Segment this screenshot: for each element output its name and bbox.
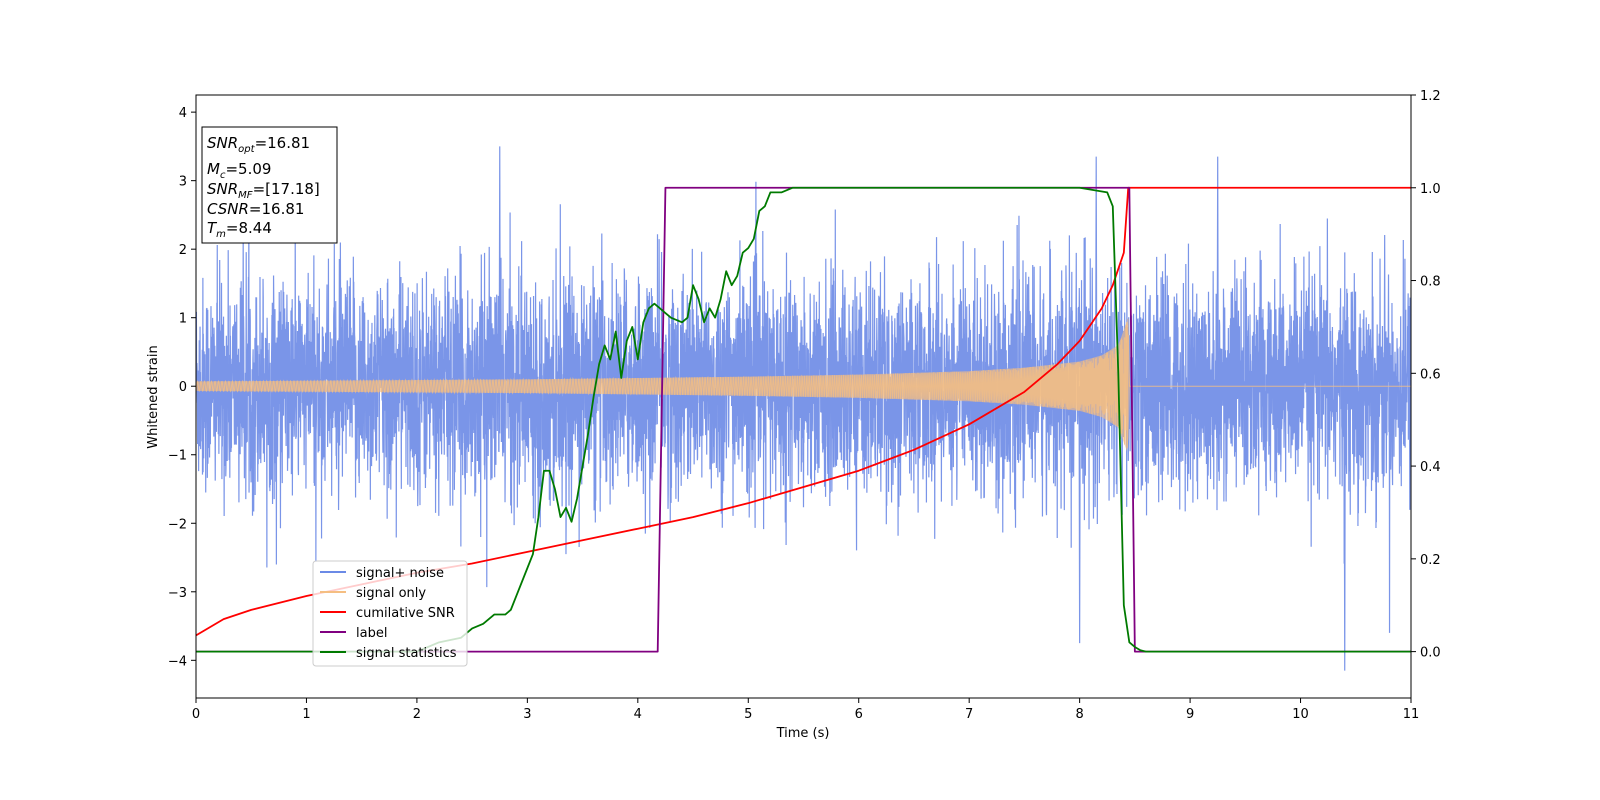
annotation-box: SNRopt=16.81 Mc=5.09 SNRMF=[17.18] CSNR=…: [201, 126, 338, 244]
x-tick-label: 10: [1292, 707, 1309, 722]
series-signal-noise: [196, 146, 1411, 671]
annotation-mc-sub: c: [220, 170, 226, 181]
annotation-tm: Tm=8.44: [207, 219, 272, 240]
y-left-tick-label: 1: [179, 312, 187, 327]
legend-label-cumulative-snr: cumilative SNR: [356, 606, 455, 621]
y-left-tick-label: 2: [179, 243, 187, 258]
y-left-tick-label: 3: [179, 175, 187, 190]
y-right-tick-label: 0.8: [1420, 275, 1441, 290]
y-axis-right: 0.0 0.2 0.4 0.6 0.8 1.0 1.2: [1411, 89, 1441, 661]
x-tick-label: 1: [302, 707, 310, 722]
legend-label-signal-noise: signal+ noise: [356, 566, 444, 581]
annotation-snr-opt-sub: opt: [238, 144, 255, 155]
x-tick-label: 5: [744, 707, 752, 722]
x-tick-label: 11: [1403, 707, 1420, 722]
x-axis-label: Time (s): [776, 726, 830, 741]
series-signal-statistics: [196, 186, 1411, 653]
y-right-tick-label: 0.4: [1420, 460, 1441, 475]
annotation-csnr-base: CSNR: [207, 200, 249, 218]
annotation-mc: Mc=5.09: [207, 160, 271, 181]
annotation-snr-mf-sub: MF: [238, 190, 253, 201]
annotation-snr-opt-base: SNR: [207, 134, 238, 152]
legend: signal+ noise signal only cumilative SNR…: [312, 560, 468, 667]
y-left-tick-label: −3: [168, 586, 187, 601]
x-tick-label: 8: [1075, 707, 1083, 722]
annotation-snr-mf: SNRMF=[17.18]: [207, 180, 320, 201]
y-right-tick-label: 0.0: [1420, 646, 1441, 661]
annotation-tm-value: =8.44: [226, 219, 272, 237]
series-signal-only: [196, 318, 1411, 448]
annotation-csnr: CSNR=16.81: [207, 200, 304, 218]
y-right-tick-label: 1.0: [1420, 182, 1441, 197]
y-right-tick-label: 0.2: [1420, 553, 1441, 568]
annotation-mc-value: =5.09: [225, 160, 271, 178]
axes-frame: [195, 94, 1412, 699]
y-left-tick-label: −4: [168, 654, 187, 669]
y-axis-label: Whitened strain: [146, 345, 161, 448]
annotation-mc-base: M: [207, 160, 220, 178]
annotation-tm-base: T: [207, 219, 218, 237]
y-right-tick-label: 0.6: [1420, 367, 1441, 382]
legend-label-label: label: [356, 626, 387, 641]
y-left-tick-label: −2: [168, 517, 187, 532]
annotation-csnr-value: =16.81: [249, 200, 305, 218]
annotation-frame: [201, 126, 338, 244]
x-tick-label: 6: [855, 707, 863, 722]
annotation-snr-mf-value: =[17.18]: [253, 180, 320, 198]
y-left-tick-label: 0: [179, 380, 187, 395]
x-tick-label: 7: [965, 707, 973, 722]
annotation-snr-mf-base: SNR: [207, 180, 238, 198]
y-right-tick-label: 1.2: [1420, 89, 1441, 104]
annotation-snr-opt-value: =16.81: [255, 134, 311, 152]
plot-area: [196, 146, 1411, 671]
x-tick-label: 0: [192, 707, 200, 722]
x-tick-label: 3: [523, 707, 531, 722]
legend-label-signal-statistics: signal statistics: [356, 646, 457, 661]
x-tick-label: 2: [413, 707, 421, 722]
legend-frame: [312, 560, 468, 667]
legend-label-signal-only: signal only: [356, 586, 426, 601]
x-tick-label: 4: [634, 707, 642, 722]
annotation-snr-opt: SNRopt=16.81: [207, 134, 310, 155]
y-left-tick-label: −1: [168, 449, 187, 464]
annotation-tm-sub: m: [216, 229, 226, 240]
x-axis: 0 1 2 3 4 5 6 7 8 9 10 11: [192, 698, 1419, 722]
x-tick-label: 9: [1186, 707, 1194, 722]
y-left-tick-label: 4: [179, 106, 187, 121]
y-axis-left: −4 −3 −2 −1 0 1 2 3 4: [168, 106, 196, 669]
